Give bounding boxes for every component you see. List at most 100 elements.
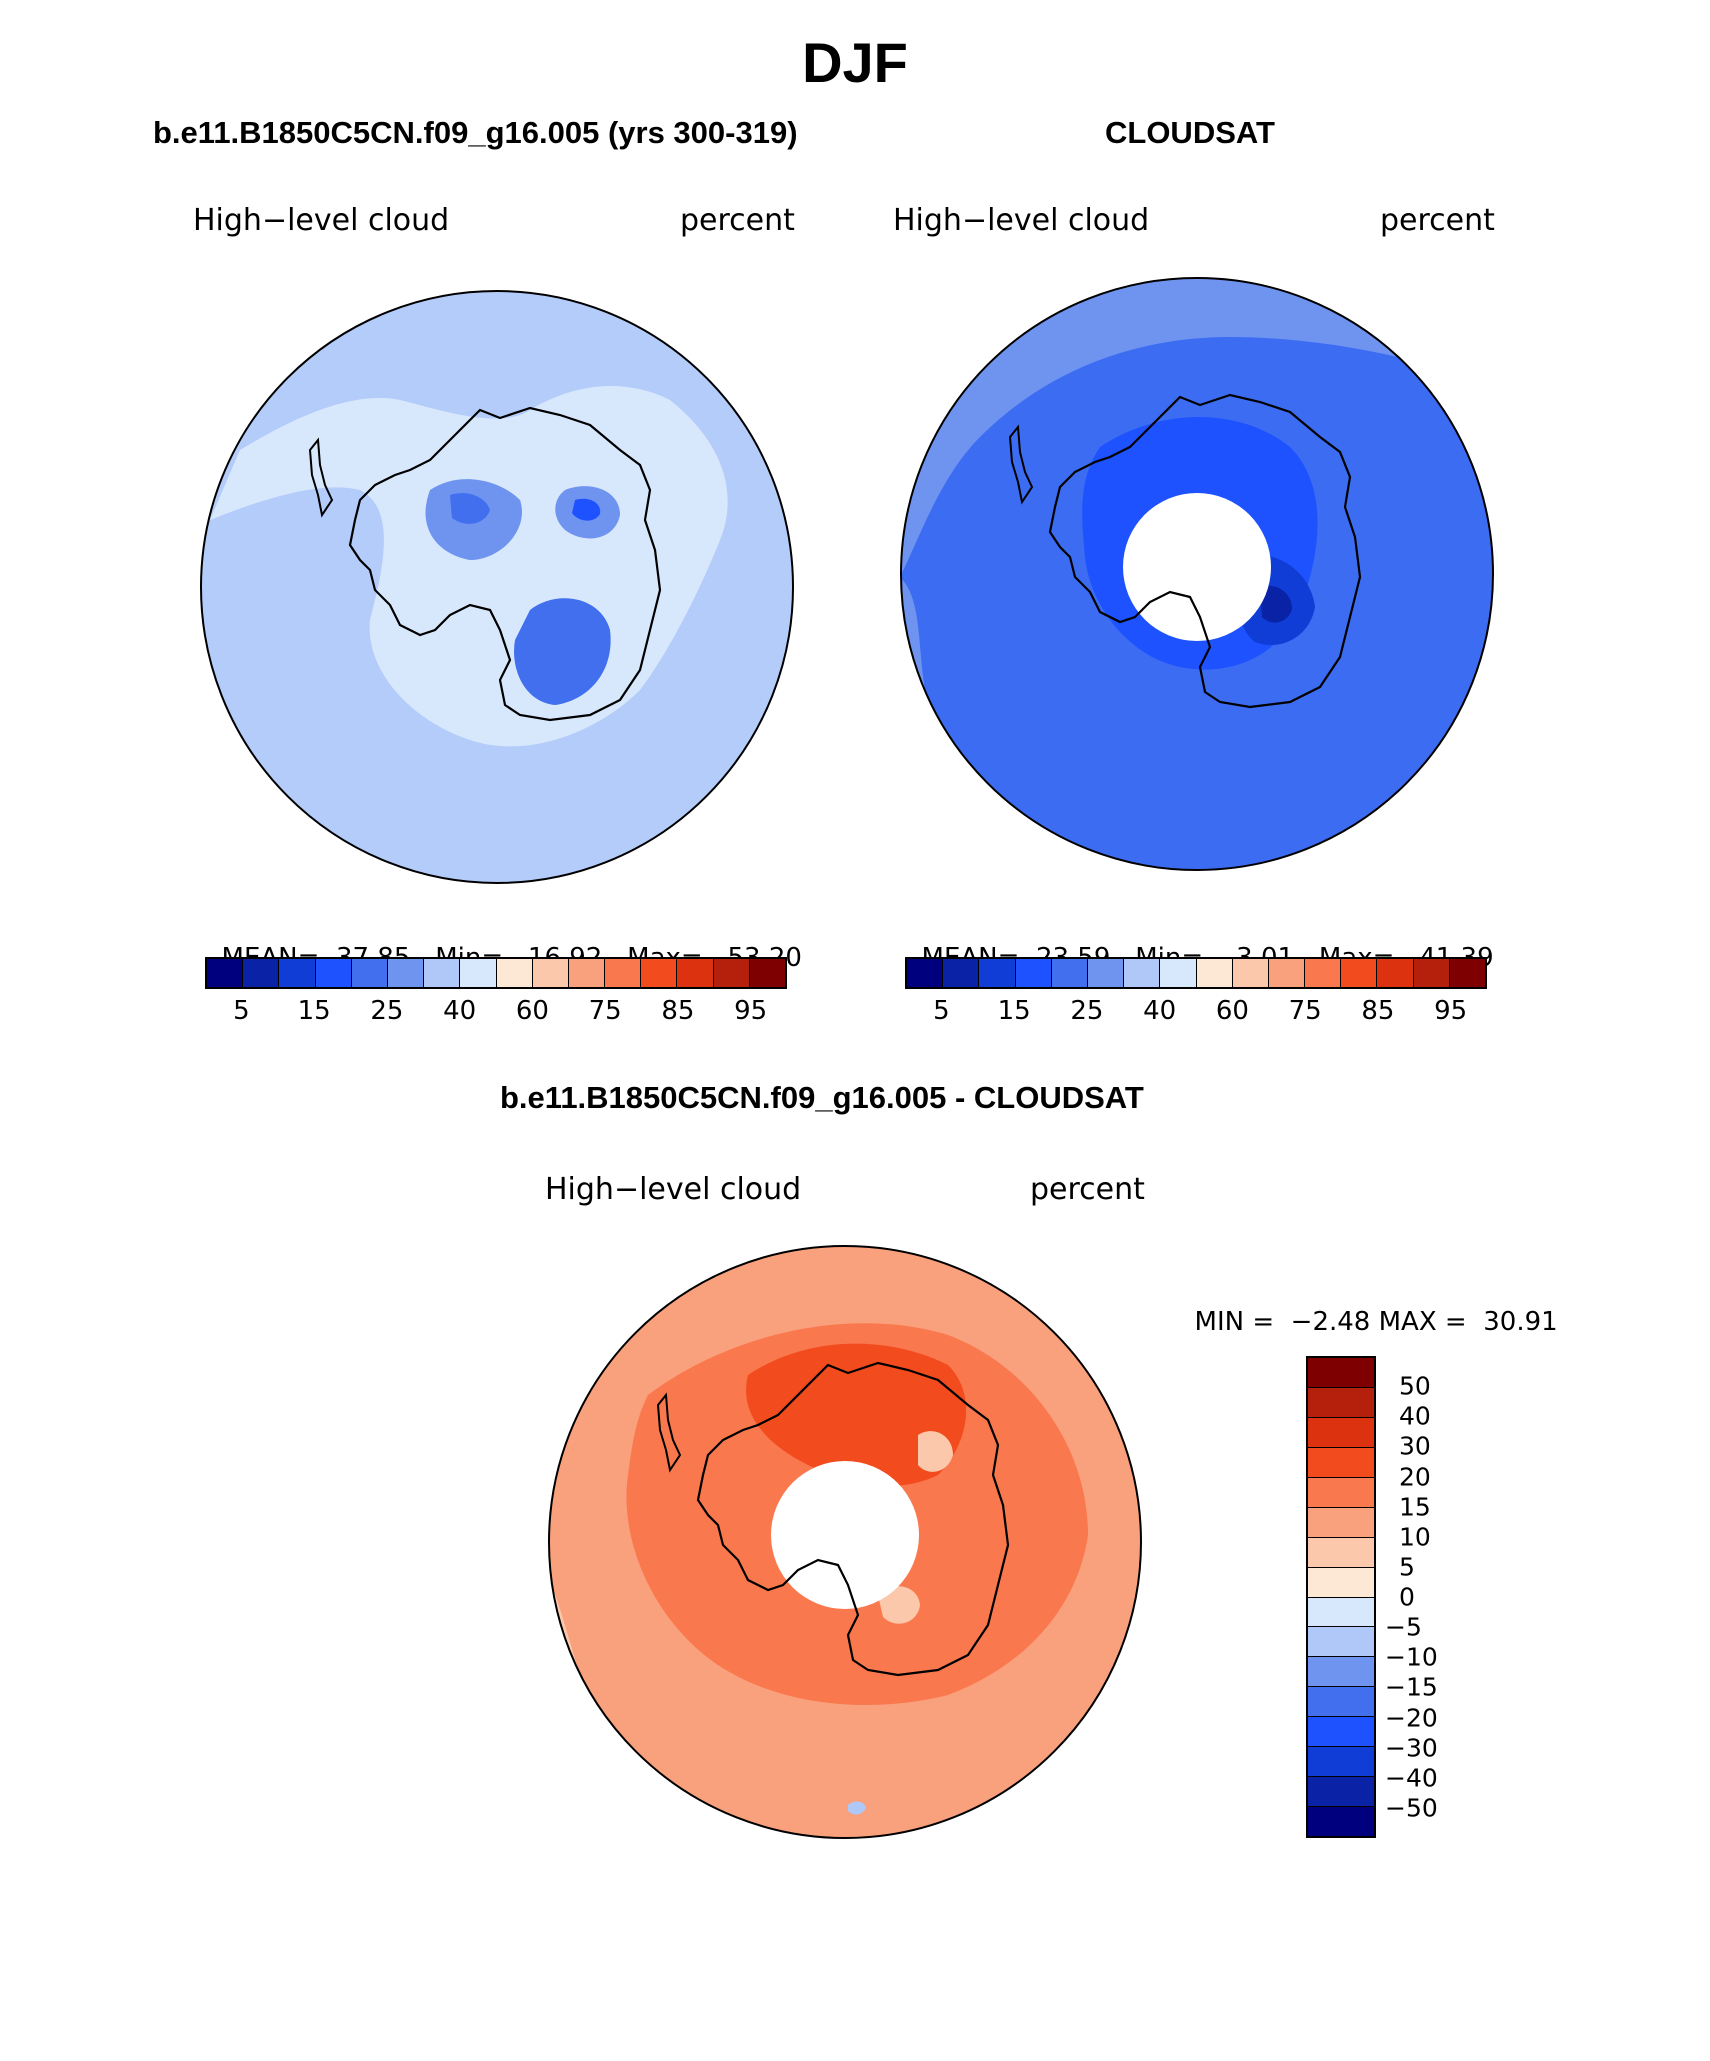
colorbar-diff-swatch xyxy=(1308,1627,1374,1658)
colorbar-diff-label: 15 xyxy=(1399,1492,1431,1522)
colorbar-model-swatch xyxy=(677,959,714,987)
region-deep-model xyxy=(514,598,611,705)
colorbar-model-swatch xyxy=(424,959,461,987)
stats-diff: MIN = −2.48 MAX = 30.91 xyxy=(1178,1277,1558,1337)
colorbar-model-tick-label: 85 xyxy=(661,996,695,1026)
colorbar-obs-swatch xyxy=(1160,959,1197,987)
colorbar-diff-label: −40 xyxy=(1385,1763,1438,1793)
colorbar-diff-swatch xyxy=(1308,1807,1374,1836)
colorbar-obs-swatch xyxy=(1015,959,1052,987)
panel-title-diff: b.e11.B1850C5CN.f09_g16.005 - CLOUDSAT xyxy=(500,1080,1144,1115)
max-value-diff: 30.91 xyxy=(1483,1307,1558,1337)
colorbar-diff-swatch xyxy=(1308,1447,1374,1478)
colorbar-model-tick-label: 40 xyxy=(443,996,477,1026)
colorbar-diff-label: −10 xyxy=(1385,1642,1438,1672)
colorbar-model-swatch xyxy=(279,959,316,987)
colorbar-diff-label: 10 xyxy=(1399,1522,1431,1552)
colorbar-obs-swatch xyxy=(907,959,944,987)
colorbar-obs-swatch xyxy=(1124,959,1161,987)
coastline-diff xyxy=(696,1361,1010,1677)
polar-map-model xyxy=(200,290,794,884)
colorbar-model-swatch xyxy=(713,959,750,987)
colorbar-obs xyxy=(905,957,1487,989)
colorbar-model-swatch xyxy=(605,959,642,987)
coastline-model xyxy=(348,406,662,722)
colorbar-obs-swatch xyxy=(1268,959,1306,987)
colorbar-diff-swatch xyxy=(1308,1597,1374,1628)
colorbar-obs-swatch xyxy=(979,959,1016,987)
panel-title-model: b.e11.B1850C5CN.f09_g16.005 (yrs 300-319… xyxy=(153,115,798,150)
colorbar-model-tick-label: 95 xyxy=(734,996,768,1026)
colorbar-model-swatch xyxy=(207,959,244,987)
region-light-5-diff xyxy=(878,1586,920,1624)
colorbar-diff-label: 0 xyxy=(1399,1582,1415,1612)
region-deep-2-model xyxy=(450,493,490,524)
colorbar-obs-tick-label: 95 xyxy=(1434,996,1468,1026)
colorbar-model-swatch xyxy=(243,959,280,987)
colorbar-obs-swatch xyxy=(1413,959,1450,987)
colorbar-model-swatch xyxy=(315,959,352,987)
colorbar-model-swatch xyxy=(749,959,785,987)
min-value-diff: −2.48 xyxy=(1290,1307,1371,1337)
colorbar-model-tick-label: 60 xyxy=(515,996,549,1026)
region-negative-diff xyxy=(848,1801,866,1815)
coastline-obs xyxy=(1048,393,1362,709)
colorbar-diff-swatch xyxy=(1308,1657,1374,1688)
polar-map-obs xyxy=(900,277,1494,871)
region-deep-3-model xyxy=(572,498,601,521)
colorbar-diff-swatch xyxy=(1308,1477,1374,1508)
region-strong-diff xyxy=(746,1343,967,1486)
min-label-diff: MIN = xyxy=(1194,1307,1275,1337)
colorbar-obs-swatch xyxy=(1449,959,1485,987)
colorbar-diff-label: −15 xyxy=(1385,1672,1438,1702)
polar-hole-diff xyxy=(771,1461,919,1609)
colorbar-diff-label: −50 xyxy=(1385,1793,1438,1823)
colorbar-diff-label: 50 xyxy=(1399,1371,1431,1401)
colorbar-model-tick-label: 75 xyxy=(588,996,622,1026)
colorbar-diff-swatch xyxy=(1308,1777,1374,1808)
colorbar-diff-label: 5 xyxy=(1399,1552,1415,1582)
colorbar-ticks-model: 5 15 25 40 60 75 85 95 xyxy=(205,996,787,1026)
colorbar-model-swatch xyxy=(387,959,425,987)
variable-label-model: High−level cloud xyxy=(193,203,450,238)
colorbar-diff-label: 40 xyxy=(1399,1401,1431,1431)
colorbar-obs-tick-label: 85 xyxy=(1361,996,1395,1026)
units-label-obs: percent xyxy=(1380,203,1495,238)
colorbar-model-tick-label: 15 xyxy=(297,996,331,1026)
colorbar-diff-label: −5 xyxy=(1385,1612,1422,1642)
colorbar-obs-tick-label: 75 xyxy=(1288,996,1322,1026)
region-outer-obs xyxy=(901,278,1493,577)
colorbar-model-tick-label: 25 xyxy=(370,996,404,1026)
colorbar-obs-swatch xyxy=(1196,959,1233,987)
polar-hole-obs xyxy=(1123,493,1271,641)
colorbar-obs-swatch xyxy=(1087,959,1125,987)
peninsula-diff xyxy=(656,1392,682,1473)
colorbar-obs-swatch xyxy=(943,959,980,987)
colorbar-obs-swatch xyxy=(1377,959,1414,987)
colorbar-diff-swatch xyxy=(1308,1717,1374,1748)
region-light-4-diff xyxy=(918,1431,953,1472)
colorbar-obs-swatch xyxy=(1051,959,1088,987)
colorbar-obs-tick-label: 15 xyxy=(997,996,1031,1026)
max-label-diff: MAX = xyxy=(1378,1307,1467,1337)
variable-label-diff: High−level cloud xyxy=(545,1172,802,1207)
colorbar-diff-swatch xyxy=(1308,1747,1374,1778)
colorbar-model-swatch xyxy=(532,959,569,987)
colorbar-model-swatch xyxy=(460,959,497,987)
colorbar-model-tick-label: 5 xyxy=(233,996,250,1026)
colorbar-diff-swatch xyxy=(1308,1507,1374,1538)
colorbar-model-swatch xyxy=(568,959,606,987)
colorbar-obs-swatch xyxy=(1232,959,1269,987)
colorbar-diff-swatch xyxy=(1308,1387,1374,1418)
units-label-model: percent xyxy=(680,203,795,238)
colorbar-diff-swatch xyxy=(1308,1417,1374,1448)
colorbar-diff-label: 20 xyxy=(1399,1462,1431,1491)
colorbar-obs-tick-label: 5 xyxy=(933,996,950,1026)
colorbar-diff-swatch xyxy=(1308,1537,1374,1568)
colorbar-diff-label: −20 xyxy=(1385,1703,1438,1732)
colorbar-obs-tick-label: 40 xyxy=(1143,996,1177,1026)
map-border-obs xyxy=(900,277,1494,871)
colorbar-model xyxy=(205,957,787,989)
units-label-diff: percent xyxy=(1030,1172,1145,1207)
polar-map-diff xyxy=(548,1245,1142,1839)
